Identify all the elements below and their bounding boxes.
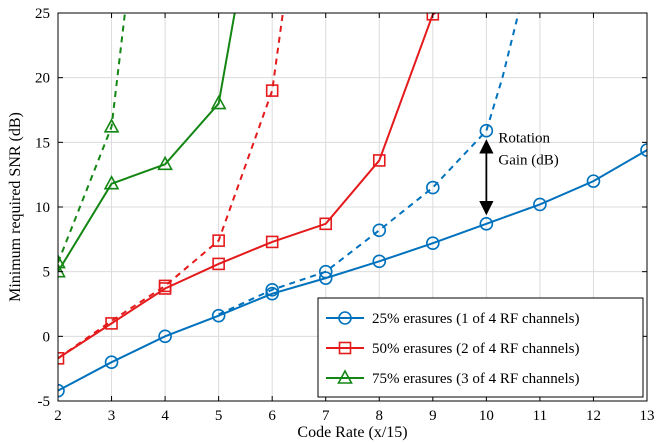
series-2-dashed-line [58, 13, 284, 360]
x-tick-label: 2 [54, 408, 62, 424]
x-tick-label: 3 [108, 408, 116, 424]
y-tick-label: 20 [35, 71, 50, 87]
y-tick-label: 15 [35, 135, 50, 151]
series-1-point [318, 271, 333, 285]
series-1 [58, 13, 647, 398]
series-2-dashed-point [212, 234, 225, 247]
series-1-dashed-point [372, 223, 387, 238]
x-tick-label: 4 [161, 408, 169, 424]
legend-swatch-marker [338, 341, 352, 355]
legend-label: 75% erasures (3 of 4 RF channels) [372, 371, 579, 387]
series-2-point [319, 217, 333, 231]
x-tick-label: 10 [479, 408, 494, 424]
y-tick-label: 5 [43, 265, 51, 281]
x-tick-label: 7 [322, 408, 330, 424]
x-axis-label: Code Rate (x/15) [297, 424, 407, 441]
series-3 [58, 13, 236, 278]
series-1-point [265, 286, 279, 301]
x-tick-label: 8 [376, 408, 384, 424]
series-1-point [479, 217, 494, 231]
legend-swatch-marker [338, 311, 352, 325]
series-2-solid-line [58, 13, 436, 360]
series-1-point [104, 355, 119, 370]
series-1-dashed-point [265, 282, 279, 297]
series-group [58, 13, 647, 398]
series-3-point [103, 175, 120, 190]
series-1-dashed-point [318, 264, 333, 279]
legend-label: 25% erasures (1 of 4 RF channels) [372, 311, 579, 327]
y-tick-label: 10 [35, 200, 50, 216]
x-tick-label: 12 [586, 408, 601, 424]
series-2-dashed-point [265, 84, 279, 97]
series-1-point [640, 143, 647, 157]
x-tick-label: 11 [533, 408, 547, 424]
annotation-text: Gain (dB) [498, 153, 558, 169]
rotation-gain-annotation: Rotation Gain (dB) [479, 131, 559, 216]
x-tick-label: 6 [268, 408, 276, 424]
series-1-point [58, 383, 65, 398]
x-tick-label: 13 [640, 408, 655, 424]
series-1-point [586, 174, 601, 188]
series-3-solid-line [58, 13, 236, 273]
y-tick-label: 25 [35, 6, 50, 22]
annotation-text: Rotation [498, 131, 550, 147]
x-tick-label: 5 [215, 408, 223, 424]
series-1-point [426, 236, 440, 251]
legend-swatch-marker [337, 369, 353, 384]
series-2-point [426, 13, 440, 21]
series-3-dashed-point [103, 118, 120, 133]
series-2-point [105, 317, 118, 330]
series-1-point [158, 329, 172, 344]
legend-label: 50% erasures (2 of 4 RF channels) [372, 341, 579, 357]
series-1-point [211, 308, 226, 323]
series-2 [58, 13, 440, 365]
series-2-point [265, 235, 279, 249]
series-3-point [210, 94, 227, 110]
legend-entry: 25% erasures (1 of 4 RF channels) [326, 311, 579, 327]
series-3-dashed-line [58, 13, 126, 263]
y-tick-label: -5 [38, 394, 51, 410]
series-3-point [58, 262, 66, 278]
series-3-dashed-point [58, 253, 66, 269]
legend-entry: 75% erasures (3 of 4 RF channels) [326, 369, 579, 387]
series-1-dashed-point [479, 123, 494, 138]
series-2-point [212, 257, 225, 271]
series-1-dashed-line [218, 13, 520, 316]
axis-ticks: 2 3 4 5 6 7 8 9 10 11 12 13 -5 0 5 10 15 20 25 [35, 6, 655, 424]
series-1-solid-line [58, 149, 647, 392]
series-1-dashed-point [426, 180, 440, 195]
x-tick-label: 9 [429, 408, 437, 424]
y-tick-label: 0 [43, 329, 51, 345]
y-axis-label: Minimum required SNR (dB) [7, 112, 24, 302]
legend: 25% erasures (1 of 4 RF channels) 50% era… [317, 297, 644, 398]
series-1-point [372, 254, 387, 269]
series-1-point [533, 197, 547, 212]
series-2-point [58, 352, 65, 365]
series-clip-group [58, 13, 647, 398]
series-3-point [157, 155, 173, 171]
legend-entry: 50% erasures (2 of 4 RF channels) [326, 341, 579, 357]
series-2-dashed-point [158, 279, 172, 293]
series-2-point [372, 154, 386, 167]
legend-box [317, 297, 644, 398]
